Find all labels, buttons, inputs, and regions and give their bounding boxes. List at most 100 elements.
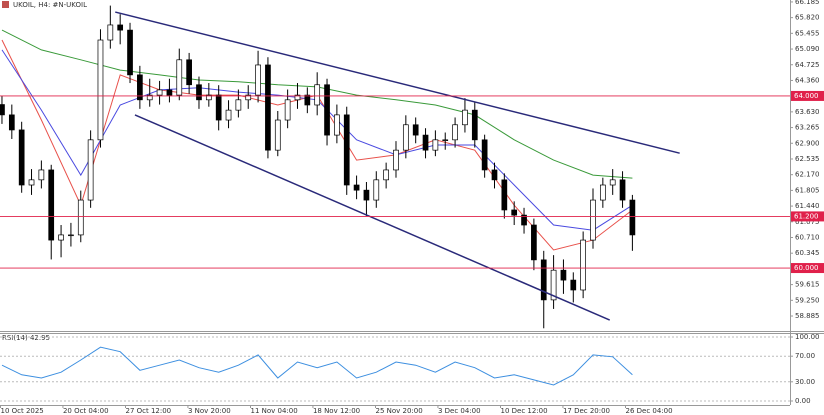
candle-body (127, 29, 133, 76)
y-tick-label: 0.00 (795, 397, 811, 405)
x-tick-label: 10 Dec 12:00 (500, 407, 547, 415)
candle-body (471, 109, 478, 141)
y-tick-label: 60.710 (795, 233, 820, 241)
candle-body (363, 189, 370, 201)
y-tick-label: 58.885 (795, 312, 820, 320)
candle-body (235, 99, 242, 111)
price-level-label: 64.000 (794, 92, 819, 100)
candle-body (146, 94, 153, 101)
x-tick-label: 27 Oct 12:00 (125, 407, 171, 415)
candle-body (609, 179, 616, 186)
candle-body (196, 84, 202, 101)
y-tick-label: 63.630 (795, 108, 820, 116)
candle-body (255, 64, 261, 96)
candle-body (373, 179, 380, 201)
candle-body (205, 94, 212, 101)
candle-body (570, 279, 577, 291)
price-level-tag (791, 211, 824, 222)
candle-body (215, 94, 222, 121)
candle-body (294, 94, 301, 101)
candle-body (432, 139, 439, 151)
x-tick-label: 18 Nov 12:00 (313, 407, 360, 415)
y-tick-label: 64.360 (795, 76, 820, 84)
price-level-tag (791, 263, 824, 274)
candle-body (481, 139, 488, 171)
x-tick-label: 10 Oct 2025 (0, 407, 43, 415)
candle-body (225, 109, 232, 121)
trend-line (134, 114, 611, 321)
symbol-icon (2, 1, 9, 8)
y-tick-label: 62.900 (795, 139, 820, 147)
x-tick-label: 11 Nov 04:00 (250, 407, 297, 415)
y-tick-label: 63.265 (795, 124, 820, 132)
y-tick-label: 65.820 (795, 14, 820, 22)
x-tick-label: 3 Nov 20:00 (188, 407, 231, 415)
candle-body (324, 84, 330, 136)
y-tick-label: 70.00 (795, 352, 815, 360)
y-tick-label: 61.805 (795, 186, 820, 194)
rsi-line (1, 346, 633, 386)
candle-body (521, 214, 527, 226)
y-tick-label: 61.440 (795, 202, 820, 210)
y-tick-label: 100.00 (795, 333, 820, 341)
candle-body (77, 199, 84, 236)
candle-body (8, 114, 15, 131)
candle-body (284, 99, 291, 121)
candle-body (452, 124, 458, 141)
candle-body (619, 179, 626, 201)
candle-body (629, 199, 636, 236)
y-tick-label: 66.185 (795, 0, 820, 6)
y-tick-label: 59.250 (795, 296, 820, 304)
chart-title: UKOIL, H4: #N-UKOIL (13, 1, 87, 9)
candle-body (511, 209, 518, 216)
candle-body (38, 169, 45, 181)
candle-body (393, 149, 399, 171)
price-level-label: 61.200 (794, 212, 819, 220)
candle-body (580, 239, 586, 291)
y-tick-label: 30.00 (795, 378, 815, 386)
candle-body (265, 64, 271, 151)
y-tick-label: 65.455 (795, 29, 820, 37)
price-level-tag (791, 90, 824, 101)
y-tick-label: 64.725 (795, 61, 820, 69)
candle-body (353, 184, 360, 191)
y-tick-label: 65.090 (795, 45, 820, 53)
candle-body (274, 119, 281, 151)
trend-line (115, 11, 680, 154)
indicator-title: RSI(14) 42.95 (2, 334, 50, 342)
candle-body (402, 124, 409, 151)
x-tick-label: 20 Oct 04:00 (63, 407, 109, 415)
candle-body (156, 89, 163, 96)
candle-body (0, 104, 5, 116)
candle-body (550, 269, 557, 301)
x-tick-label: 25 Nov 20:00 (375, 407, 422, 415)
candle-body (422, 134, 429, 151)
candle-body (501, 179, 508, 211)
candle-body (491, 169, 498, 181)
price-level-label: 60.000 (794, 264, 819, 272)
candle-body (334, 114, 340, 136)
candle-body (137, 74, 143, 101)
x-tick-label: 3 Dec 04:00 (438, 407, 481, 415)
candle-body (314, 84, 321, 106)
candle-body (166, 89, 173, 96)
candle-body (18, 129, 25, 186)
candle-body (87, 139, 94, 201)
candle-body (442, 139, 449, 141)
candle-body (343, 114, 350, 186)
candle-body (48, 169, 55, 241)
candle-body (304, 94, 311, 106)
candle-body (58, 234, 64, 241)
candle-body (540, 259, 547, 301)
candle-body (107, 24, 114, 41)
x-tick-label: 17 Dec 20:00 (563, 407, 610, 415)
candle-body (245, 94, 252, 101)
candle-body (176, 59, 183, 96)
y-tick-label: 59.615 (795, 281, 820, 289)
candle-body (590, 199, 596, 241)
y-tick-label: 60.345 (795, 249, 820, 257)
candle-body (599, 184, 606, 201)
candle-body (560, 269, 567, 281)
